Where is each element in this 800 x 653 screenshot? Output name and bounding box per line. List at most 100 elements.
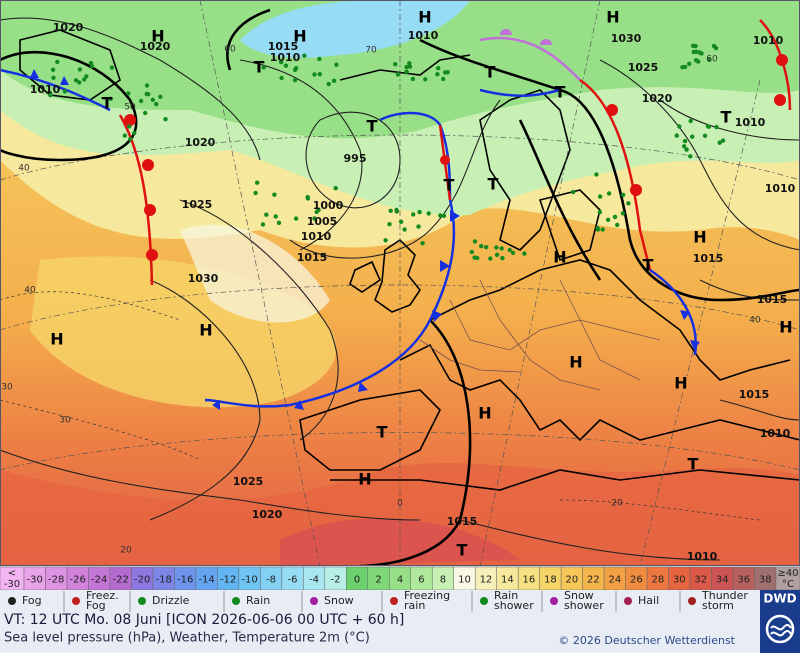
rain-dot xyxy=(688,118,693,124)
rain-dot xyxy=(89,64,95,69)
rain-dot xyxy=(109,65,115,70)
rain-dot xyxy=(293,66,299,71)
low-pressure-label: T xyxy=(488,175,499,194)
rain-dot xyxy=(687,61,692,66)
rain-dot xyxy=(312,216,317,221)
scale-label: -24 xyxy=(91,575,107,586)
rain-dot xyxy=(410,76,416,82)
high-pressure-label: H xyxy=(553,248,566,267)
footer-background xyxy=(0,613,760,653)
legend-label: Freezing xyxy=(404,589,450,602)
high-pressure-label: H xyxy=(50,330,63,349)
temperature-field xyxy=(0,0,800,139)
legend-label: storm xyxy=(702,599,734,612)
rain-dot xyxy=(436,66,441,71)
scale-label: 6 xyxy=(418,575,424,586)
rain-dot xyxy=(77,80,82,85)
rain-dot xyxy=(594,172,599,177)
low-pressure-label: T xyxy=(367,117,378,136)
rain-dot xyxy=(570,189,576,195)
scale-label: 20 xyxy=(566,575,579,586)
rain-dot xyxy=(404,64,409,70)
rain-dot xyxy=(441,76,446,82)
legend-icon xyxy=(8,597,16,605)
scale-label: -8 xyxy=(266,575,276,586)
isotherm-label: 40 xyxy=(18,164,30,174)
rain-dot xyxy=(702,133,708,138)
rain-dot xyxy=(606,191,612,196)
rain-dot xyxy=(146,92,151,97)
valid-time: VT: 12 UTC Mo. 08 Juni [ICON 2026-06-06 … xyxy=(4,612,404,628)
legend-icon xyxy=(480,597,488,605)
rain-dot xyxy=(620,211,626,216)
scale-label: 32 xyxy=(694,575,707,586)
scale-label: -6 xyxy=(288,575,298,586)
rain-dot xyxy=(260,222,266,227)
description: Sea level pressure (hPa), Weather, Tempe… xyxy=(4,631,370,646)
legend-label: Freez. xyxy=(86,589,119,602)
isotherm-label: 70 xyxy=(365,46,377,56)
rain-dot xyxy=(416,224,421,229)
rain-dot xyxy=(278,59,284,65)
rain-dot xyxy=(494,252,500,257)
rain-dot xyxy=(500,255,505,261)
scale-label: 18 xyxy=(544,575,557,586)
high-pressure-label: H xyxy=(693,228,706,247)
rain-dot xyxy=(691,49,696,55)
pressure-label: 1010 xyxy=(301,230,332,243)
high-pressure-label: H xyxy=(418,8,431,27)
pressure-label: 1010 xyxy=(760,427,791,440)
high-pressure-label: H xyxy=(151,27,164,46)
rain-dot xyxy=(138,98,144,104)
rain-dot xyxy=(144,83,150,88)
rain-dot xyxy=(393,61,398,67)
scale-label: -14 xyxy=(198,575,214,586)
legend-label: shower xyxy=(494,599,534,612)
rain-dot xyxy=(383,238,388,243)
isotherm-label: 30 xyxy=(59,416,71,426)
pressure-label: 1010 xyxy=(687,550,718,563)
legend-label: Rain xyxy=(494,589,518,602)
low-pressure-label: T xyxy=(377,423,388,442)
rain-dot xyxy=(469,249,474,255)
rain-dot xyxy=(674,133,679,138)
scale-label: 16 xyxy=(523,575,536,586)
isotherm xyxy=(0,291,761,521)
scale-label: °C xyxy=(782,579,794,590)
rain-dot xyxy=(682,64,688,70)
rain-dot xyxy=(404,69,409,74)
pressure-label: 1010 xyxy=(408,29,439,42)
low-pressure-label: T xyxy=(643,256,654,275)
rain-dot xyxy=(317,72,322,77)
pressure-label: 1010 xyxy=(765,182,796,195)
legend-label: shower xyxy=(564,599,604,612)
rain-dot xyxy=(128,136,133,142)
temperature-legend: <-30 -30 -28 -26 -24 -22 -20 -18 -16 -14 -12 -10 -8-… xyxy=(0,566,800,591)
temperature-field xyxy=(240,0,470,58)
legend-label: Rain xyxy=(246,594,270,607)
pressure-label: 1020 xyxy=(53,21,84,34)
rain-dot xyxy=(615,222,620,228)
high-pressure-label: H xyxy=(358,470,371,489)
pressure-label: 1030 xyxy=(188,272,219,285)
rain-dot xyxy=(522,251,527,256)
legend-label: Thunder xyxy=(701,589,748,602)
low-pressure-label: T xyxy=(254,58,265,77)
pressure-label: 1010 xyxy=(270,51,301,64)
rain-dot xyxy=(312,72,317,77)
rain-dot xyxy=(595,227,601,232)
low-pressure-label: T xyxy=(555,83,566,102)
scale-label: 34 xyxy=(716,575,729,586)
rain-dot xyxy=(51,75,56,81)
pressure-label: 1020 xyxy=(642,92,673,105)
low-pressure-label: T xyxy=(457,541,468,560)
legend-label: Snow xyxy=(564,589,594,602)
rain-dot xyxy=(108,96,113,102)
scale-label: -30 xyxy=(4,579,20,590)
rain-dot xyxy=(707,57,712,62)
scale-label: -16 xyxy=(177,575,193,586)
rain-dot xyxy=(398,219,404,224)
rain-dot xyxy=(150,97,155,103)
logo-text: DWD xyxy=(763,592,796,606)
